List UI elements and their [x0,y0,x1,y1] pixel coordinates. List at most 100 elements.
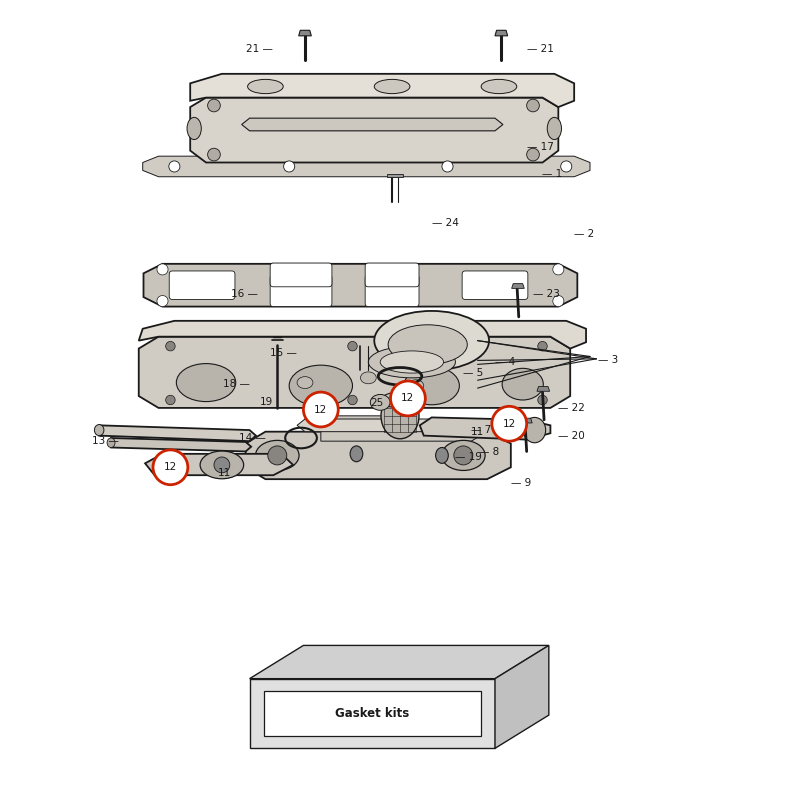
Polygon shape [495,30,508,36]
Ellipse shape [255,440,299,470]
Text: — 7: — 7 [471,425,491,435]
FancyBboxPatch shape [365,275,419,306]
Polygon shape [190,74,574,107]
Text: — 21: — 21 [526,43,554,54]
Polygon shape [242,118,503,131]
Circle shape [538,395,547,405]
Text: 15 —: 15 — [270,347,297,358]
Ellipse shape [404,366,459,405]
Text: 11: 11 [218,468,231,478]
Circle shape [166,395,175,405]
Polygon shape [420,418,550,439]
Text: 12: 12 [314,405,327,414]
Text: 16 —: 16 — [230,289,258,299]
Polygon shape [512,284,524,288]
Polygon shape [111,438,251,451]
Circle shape [166,342,175,351]
Circle shape [553,295,564,306]
FancyBboxPatch shape [264,690,481,737]
Ellipse shape [503,421,518,439]
Circle shape [169,161,180,172]
Circle shape [303,392,338,427]
Polygon shape [250,678,495,748]
Ellipse shape [380,351,443,373]
Ellipse shape [370,394,390,410]
Text: 14 —: 14 — [238,433,266,443]
Ellipse shape [94,425,104,436]
Circle shape [208,148,220,161]
Text: — 4: — 4 [495,357,515,367]
Ellipse shape [436,447,448,463]
FancyBboxPatch shape [170,271,235,299]
Ellipse shape [187,118,202,139]
Ellipse shape [289,365,353,406]
Circle shape [348,395,358,405]
Ellipse shape [481,79,517,94]
Text: — 2: — 2 [574,229,594,238]
Polygon shape [138,321,586,349]
FancyBboxPatch shape [462,271,528,299]
Polygon shape [145,454,293,475]
Ellipse shape [442,440,485,470]
Text: 12: 12 [164,462,177,472]
Polygon shape [297,419,455,432]
Text: 13 —: 13 — [92,436,119,446]
Text: — 19: — 19 [455,452,482,462]
Text: — 9: — 9 [511,478,531,488]
Circle shape [348,342,358,351]
Text: — 3: — 3 [598,355,618,366]
Ellipse shape [381,393,419,438]
Text: Gasket kits: Gasket kits [335,707,410,720]
Circle shape [268,446,286,465]
Ellipse shape [547,118,562,139]
Text: — 1: — 1 [542,170,562,179]
Polygon shape [321,416,487,441]
Circle shape [214,457,230,473]
Ellipse shape [502,368,543,400]
Ellipse shape [176,363,236,402]
Circle shape [284,161,294,172]
Circle shape [442,161,453,172]
Text: — 8: — 8 [479,447,499,458]
Circle shape [561,161,572,172]
Ellipse shape [523,418,546,442]
Polygon shape [520,418,532,423]
Circle shape [154,457,170,473]
Polygon shape [250,646,549,678]
Polygon shape [495,646,549,748]
Ellipse shape [350,446,362,462]
Circle shape [390,381,426,416]
Circle shape [153,450,188,485]
Polygon shape [138,337,570,408]
Polygon shape [298,30,311,36]
Ellipse shape [200,451,244,478]
Polygon shape [537,386,550,391]
Text: 12: 12 [402,394,414,403]
Polygon shape [143,264,578,306]
Circle shape [526,148,539,161]
Text: — 24: — 24 [432,218,458,228]
Text: — 23: — 23 [533,289,560,299]
Ellipse shape [248,79,283,94]
FancyBboxPatch shape [270,275,332,306]
Text: 12: 12 [502,418,516,429]
Circle shape [157,264,168,275]
Circle shape [526,99,539,112]
Polygon shape [99,426,256,441]
Circle shape [492,406,526,441]
Polygon shape [142,156,590,177]
Ellipse shape [297,377,313,389]
Circle shape [553,264,564,275]
Ellipse shape [107,438,115,447]
Polygon shape [246,432,511,479]
Ellipse shape [388,325,467,364]
Circle shape [454,446,473,465]
Text: — 20: — 20 [558,430,585,441]
Text: — 5: — 5 [463,368,483,378]
FancyBboxPatch shape [365,263,419,286]
Ellipse shape [374,311,489,370]
Circle shape [538,342,547,351]
Ellipse shape [368,346,455,378]
Text: — 17: — 17 [526,142,554,152]
Text: 21 —: 21 — [246,43,274,54]
